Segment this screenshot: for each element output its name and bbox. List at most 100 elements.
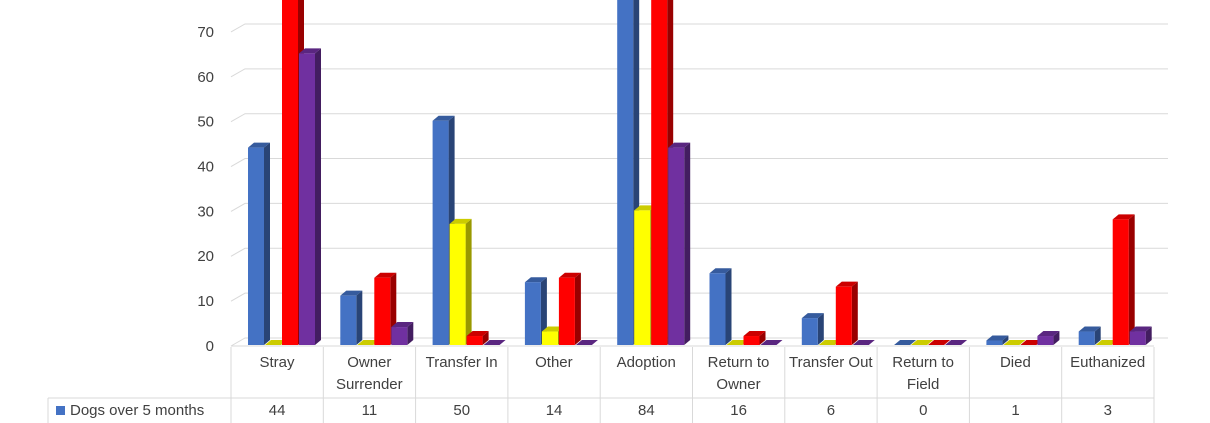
category-cell: Transfer In (425, 354, 498, 371)
legend-swatch (56, 406, 65, 415)
bar-group (1037, 331, 1060, 345)
bar-top (801, 313, 824, 319)
bar-top (1078, 326, 1101, 332)
table-value: 0 (919, 402, 927, 419)
bar-top (894, 340, 917, 345)
y-tick-label: 70 (197, 24, 214, 41)
bar (282, 0, 298, 345)
bar-top (524, 277, 547, 283)
bar-group (391, 322, 414, 345)
bar-side (356, 290, 363, 345)
x-tick-label: Return to Field (892, 354, 954, 393)
bar (1112, 219, 1129, 345)
bar-top (357, 340, 380, 345)
bar-group (449, 218, 472, 345)
bar (374, 277, 391, 345)
bar-side (1094, 326, 1101, 345)
bar-side (1128, 214, 1135, 345)
bar-top (265, 340, 287, 345)
bar-group (760, 340, 783, 345)
bar-side (574, 272, 581, 345)
category-cell: Transfer Out (788, 354, 873, 371)
bar-group (1129, 326, 1152, 345)
bar-group (1078, 326, 1101, 345)
bar (1037, 336, 1054, 345)
bar-top (483, 340, 506, 345)
bar-group (248, 142, 270, 345)
bar-top (575, 340, 598, 345)
x-tick-label: Stray (259, 354, 295, 371)
bar (709, 273, 726, 345)
grid-line (230, 292, 1168, 302)
y-tick-label: 50 (197, 114, 214, 131)
category-cell: Died (999, 354, 1031, 371)
bar-group (945, 340, 968, 345)
table-value: 3 (1104, 402, 1112, 419)
bar-top (466, 331, 489, 337)
bar (466, 336, 483, 345)
bar-side (1053, 331, 1060, 345)
bar-top (743, 331, 766, 337)
bar-side (725, 268, 732, 345)
bar (541, 331, 558, 345)
bar-top (299, 48, 321, 54)
bar-top (1112, 214, 1135, 220)
x-tick-label: Transfer In (425, 354, 498, 371)
bar (743, 336, 760, 345)
category-cell: Return to Owner (707, 354, 770, 393)
y-tick-label: 20 (197, 248, 214, 265)
grid-line (230, 68, 1168, 78)
bar-group (726, 340, 749, 345)
bar-top (1129, 326, 1152, 332)
grid-line (230, 337, 1168, 347)
bar-group (668, 142, 691, 345)
bar-group (483, 340, 506, 345)
table-value: 1 (1011, 402, 1019, 419)
bar-group (894, 340, 917, 345)
y-tick-label: 0 (206, 338, 214, 355)
bar-top (945, 340, 968, 345)
bar-top (248, 142, 270, 148)
table-value: 11 (362, 402, 378, 419)
bar-group (928, 340, 951, 345)
x-tick-label: Other (535, 354, 573, 371)
x-tick-label: Euthanized (1070, 354, 1146, 371)
table-value: 6 (827, 402, 835, 419)
bar-top (449, 218, 472, 224)
bar (617, 0, 634, 346)
x-tick-label: Died (999, 354, 1031, 371)
x-tick-label: Return to Owner (707, 354, 770, 393)
bar-side (759, 331, 766, 345)
bar (340, 295, 357, 345)
bar-side (684, 142, 691, 345)
bar-group (299, 48, 321, 345)
table-value: 84 (638, 402, 655, 419)
bar-group (743, 331, 766, 345)
category-cell: Stray (259, 354, 295, 371)
bar (668, 147, 685, 345)
bar (1129, 331, 1146, 345)
table-value: 44 (269, 402, 286, 419)
bar-group (818, 340, 841, 345)
y-tick-label: 60 (197, 69, 214, 86)
bar (558, 277, 575, 345)
bar (391, 327, 408, 345)
bar-top (726, 340, 749, 345)
bar-group (340, 290, 363, 345)
table-value: 16 (730, 402, 747, 419)
grid-line (230, 113, 1168, 123)
category-cell: Other (535, 354, 573, 371)
bar-side (264, 142, 270, 345)
bar-side (851, 281, 858, 345)
grid-line (230, 158, 1168, 167)
bar-side (540, 277, 547, 345)
bar-top (1003, 340, 1026, 345)
bar-group (524, 277, 547, 345)
x-tick-label: Transfer Out (788, 354, 873, 371)
bar (449, 223, 466, 345)
bar (248, 147, 264, 345)
bar-top (541, 326, 564, 332)
bar-side (817, 313, 824, 345)
grid-line (230, 23, 1168, 33)
bar-group (1003, 340, 1026, 345)
